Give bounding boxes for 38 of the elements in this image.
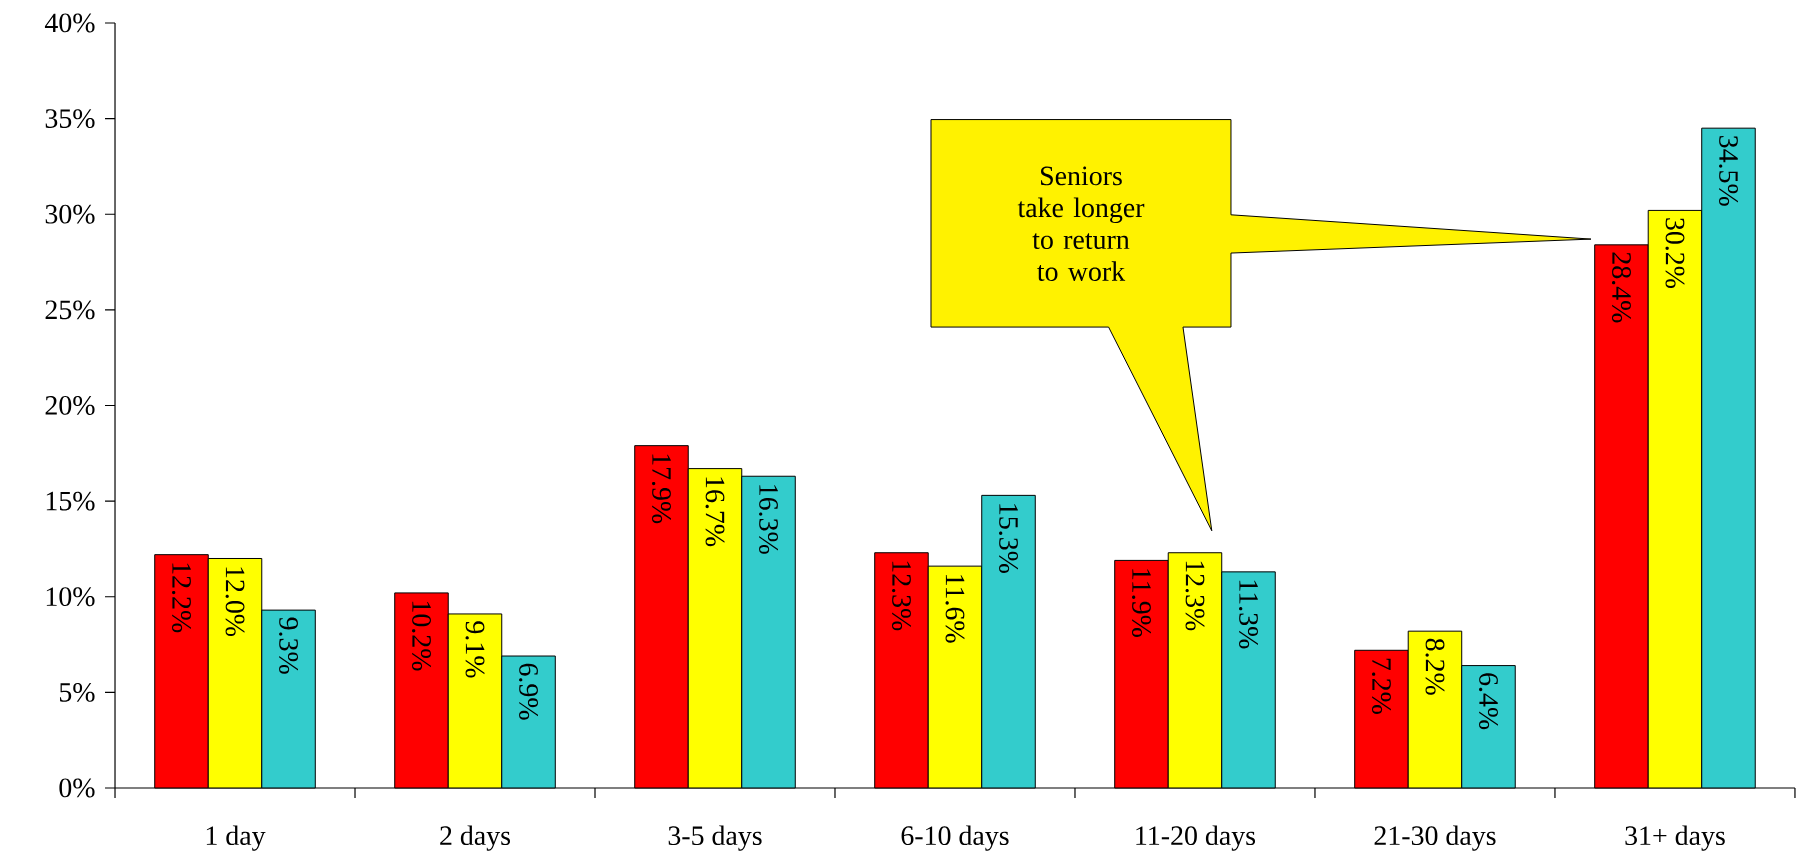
y-tick-label: 15%: [46, 491, 95, 511]
data-label: 12.3%: [892, 561, 911, 631]
data-label: 9.3%: [279, 617, 298, 674]
data-label: 15.3%: [999, 504, 1018, 573]
y-tick-label: 40%: [44, 13, 95, 33]
data-label: 16.3%: [759, 485, 778, 554]
data-label: 11.6%: [945, 575, 965, 643]
data-label: 30.2%: [1665, 218, 1685, 289]
data-label: 6.9%: [519, 663, 538, 720]
x-tick-label: 6-10 days: [901, 825, 1009, 851]
y-tick-label: 25%: [45, 300, 95, 320]
x-tick-label: 2 days: [440, 825, 510, 851]
annotation: Seniors take longer to return to work: [1017, 166, 1145, 281]
x-tick-label: 21-30 days: [1374, 825, 1496, 851]
data-label: 6.4%: [1479, 673, 1498, 730]
data-label: 12.0%: [225, 567, 245, 637]
y-tick-label: 20%: [45, 396, 95, 415]
data-label: 9.1%: [465, 621, 485, 678]
y-tick-label: 10%: [46, 587, 95, 607]
data-label: 11.9%: [1131, 569, 1151, 637]
x-tick-label: 31+ days: [1625, 825, 1725, 851]
x-tick-label: 11-20 days: [1136, 825, 1256, 851]
data-label: 12.3%: [1185, 561, 1205, 631]
x-tick-label: 1 day: [206, 825, 266, 851]
y-tick-label: 30%: [45, 204, 95, 224]
data-label: 28.4%: [1611, 252, 1631, 323]
data-label: 10.2%: [412, 601, 431, 671]
data-label: 34.5%: [1719, 136, 1738, 206]
y-tick-label: 0%: [59, 778, 95, 798]
data-label: 17.9%: [652, 454, 671, 524]
data-label: 8.2%: [1425, 638, 1445, 695]
y-tick-label: 35%: [45, 109, 95, 129]
data-label: 16.7%: [705, 477, 725, 547]
data-label: 11.3%: [1239, 580, 1258, 649]
data-label: 7.2%: [1371, 658, 1391, 714]
x-tick-label: 3-5 days: [668, 825, 762, 851]
data-label: 12.2%: [172, 563, 191, 633]
y-tick-label: 5%: [59, 682, 95, 702]
